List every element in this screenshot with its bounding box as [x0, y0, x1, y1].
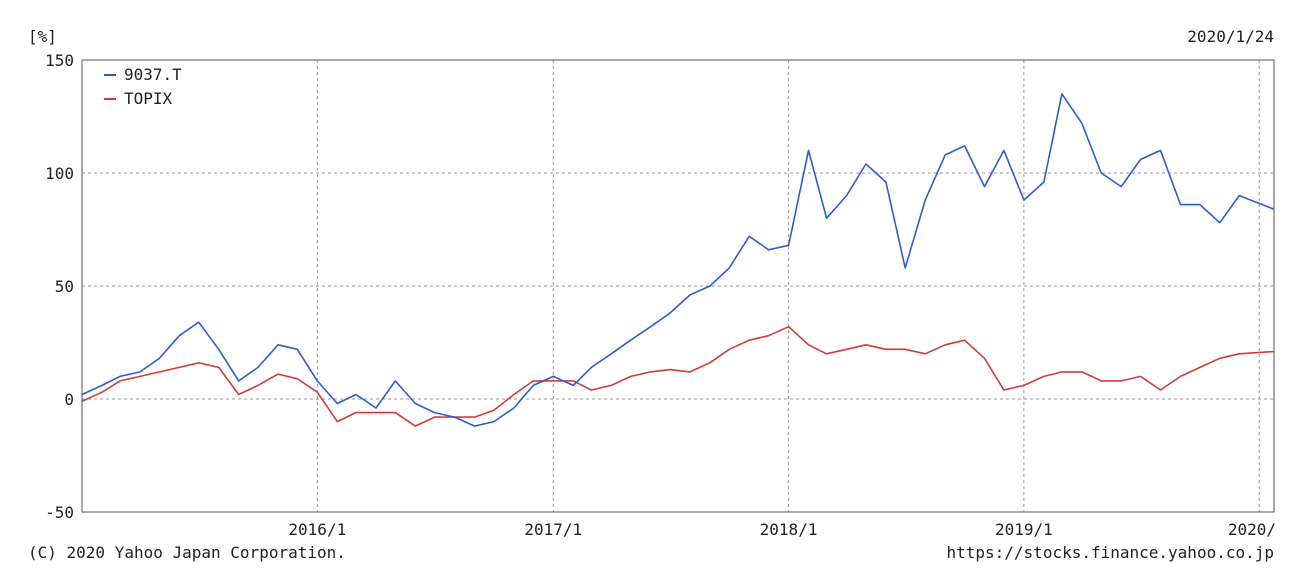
series-line-9037-t: [81, 93, 1275, 427]
x-axis-ticks: 2016/1 2017/1 2018/1 2019/1 2020/: [288, 520, 1276, 539]
y-tick-label: 100: [45, 164, 74, 183]
y-tick-label: 150: [45, 51, 74, 70]
y-tick-label: 50: [55, 277, 74, 296]
y-unit-label: [%]: [28, 27, 57, 46]
y-tick-label: -50: [45, 503, 74, 522]
x-tick-label: 2020/: [1228, 520, 1276, 539]
as-of-date: 2020/1/24: [1187, 27, 1274, 46]
source-url-link[interactable]: https://stocks.finance.yahoo.co.jp: [946, 543, 1274, 562]
x-tick-label: 2017/1: [524, 520, 582, 539]
legend: 9037.T TOPIX: [104, 65, 182, 108]
x-tick-label: 2019/1: [995, 520, 1053, 539]
grid-lines: [82, 60, 1274, 512]
legend-label: 9037.T: [124, 65, 182, 84]
x-tick-label: 2016/1: [288, 520, 346, 539]
x-tick-label: 2018/1: [760, 520, 818, 539]
legend-label: TOPIX: [124, 89, 173, 108]
y-tick-label: 0: [64, 390, 74, 409]
copyright-text: (C) 2020 Yahoo Japan Corporation.: [28, 543, 346, 562]
series-lines: [81, 93, 1275, 427]
y-axis-ticks: -50 0 50 100 150: [45, 51, 74, 522]
plot-frame: [81, 59, 1275, 513]
series-line-topix: [81, 325, 1275, 427]
